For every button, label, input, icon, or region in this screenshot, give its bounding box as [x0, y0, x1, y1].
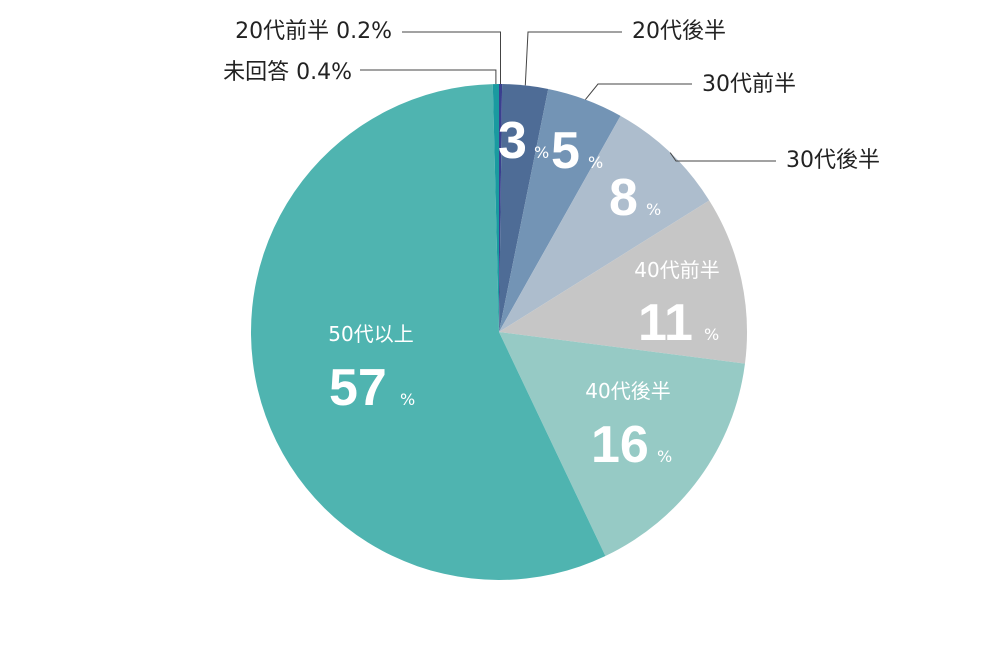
pie-slices — [250, 84, 747, 581]
slice-value-20s-late: 3 — [498, 112, 527, 170]
slice-label-20s-late: 20代後半 — [632, 19, 726, 44]
slice-unit-30s-late: % — [646, 200, 661, 219]
slice-value-40s-late: 16 — [591, 416, 649, 474]
slice-30s-late — [499, 115, 710, 332]
slice-label-40s-late: 40代後半 — [585, 379, 670, 403]
slice-value-30s-early: 5 — [551, 122, 580, 180]
leader-30s-late — [669, 152, 776, 162]
slice-label-30s-early: 30代前半 — [702, 72, 796, 97]
slice-label-50s-plus: 50代以上 — [328, 322, 413, 346]
slice-20s-late — [499, 84, 549, 333]
slice-no-answer — [492, 84, 499, 332]
slice-50s-plus — [250, 84, 606, 581]
leader-no-answer — [360, 69, 497, 84]
slice-label-no-answer: 未回答 0.4% — [223, 60, 352, 85]
slice-unit-40s-early: % — [704, 325, 719, 344]
slice-unit-40s-late: % — [657, 447, 672, 466]
leader-20s-late — [524, 31, 622, 86]
slice-30s-early — [499, 88, 621, 332]
slice-unit-30s-early: % — [588, 153, 603, 172]
slice-label-40s-early: 40代前半 — [634, 258, 719, 282]
slice-40s-early — [499, 200, 747, 364]
slice-value-50s-plus: 57 — [329, 359, 387, 417]
leader-lines — [360, 31, 776, 162]
slice-unit-20s-late: % — [534, 143, 549, 162]
leader-30s-early — [585, 83, 692, 100]
slice-value-40s-early: 11 — [638, 294, 693, 352]
slice-40s-late — [499, 332, 745, 557]
slice-20s-early — [499, 84, 503, 332]
slice-value-30s-late: 8 — [609, 169, 638, 227]
slice-unit-50s-plus: % — [400, 390, 415, 409]
slice-label-30s-late: 30代後半 — [786, 148, 880, 173]
leader-20s-early — [402, 31, 501, 84]
slice-label-20s-early: 20代前半 0.2% — [235, 19, 392, 44]
